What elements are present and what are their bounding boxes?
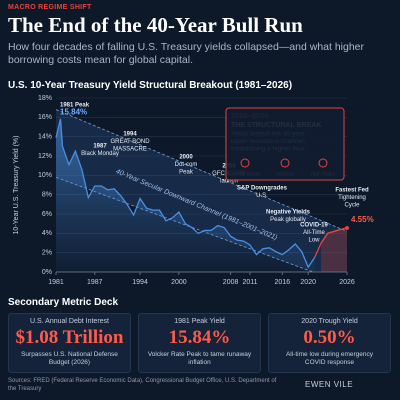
- annotation: launch: [220, 179, 238, 185]
- icon: [318, 158, 328, 168]
- brand: EWEN VILE: [305, 380, 354, 389]
- y-tick-label: 14%: [38, 134, 52, 141]
- line: [320, 227, 348, 244]
- metric-value: 15.84%: [168, 327, 231, 348]
- annotation: Negative Yields: [266, 210, 311, 216]
- annotation: Low: [308, 238, 320, 244]
- metric-note: Surpasses U.S. National Defense Budget (…: [21, 351, 118, 366]
- deck-title: Secondary Metric Deck: [8, 297, 119, 308]
- y-tick-label: 4%: [42, 230, 52, 237]
- channel-line: [56, 109, 347, 232]
- chart-title: U.S. 10-Year Treasury Yield Structural B…: [8, 80, 293, 91]
- annotation: All-Time: [303, 230, 325, 236]
- area: [56, 118, 315, 272]
- annotation: GREAT BOND: [110, 139, 150, 145]
- kicker: MACRO REGIME SHIFT: [8, 4, 92, 11]
- callout-box: [225, 107, 345, 181]
- annotation: 2000: [179, 155, 193, 161]
- metric-note: Volcker Rate Peak to tame runaway inflat…: [147, 351, 252, 366]
- metric-label: U.S. Annual Debt Interest: [30, 318, 109, 325]
- icon: [240, 158, 250, 168]
- end-point: [345, 226, 349, 231]
- x-tick-label: 2016: [275, 279, 291, 286]
- x-tick-label: 2020: [300, 279, 316, 286]
- x-tick-label: 2008: [223, 279, 239, 286]
- annotation: 1981 Peak: [60, 103, 90, 109]
- metric-value: 0.50%: [303, 327, 356, 348]
- metric-card: 2020 Trough Yield 0.50% All-time low durin…: [268, 313, 391, 373]
- icon: [280, 158, 290, 168]
- sources: Sources: FRED (Federal Reserve Economic …: [8, 378, 277, 392]
- connector: [314, 242, 322, 258]
- title: The End of the 40-Year Bull Run: [8, 13, 303, 37]
- y-tick-label: 10%: [38, 172, 52, 179]
- annotation: MASSACRE: [113, 147, 147, 153]
- metric-value: $1.08 Trillion: [15, 327, 124, 348]
- annotation: S&P Downgrades: [237, 186, 288, 192]
- annotation: Peak globally: [270, 217, 306, 223]
- channel-band: [56, 109, 347, 272]
- x-tick-label: 1994: [132, 279, 148, 286]
- metric-label: 1981 Peak Yield: [174, 318, 225, 325]
- y-tick-label: 6%: [42, 211, 52, 218]
- subtitle: How four decades of falling U.S. Treasur…: [8, 41, 365, 66]
- annotation: COVID-19: [300, 223, 328, 229]
- annotation: Dot-com: [175, 162, 198, 168]
- annotation: 1994: [123, 132, 137, 138]
- x-tick-label: 2000: [171, 279, 187, 286]
- metric-card: U.S. Annual Debt Interest $1.08 Trillion S…: [8, 313, 131, 373]
- chart: 0% 2% 4% 6% 8% 10% 12% 14% 16% 18% 1981 1987 1994 200…: [13, 95, 374, 286]
- annotation: Tightening: [338, 195, 366, 201]
- metric-card: 1981 Peak Yield 15.84% Volcker Rate Peak t…: [138, 313, 261, 373]
- x-tick-label: 1987: [87, 279, 103, 286]
- end-label: 4.55%: [351, 215, 374, 224]
- x-tick-label: 1981: [48, 279, 64, 286]
- x-tick-label: 2026: [339, 279, 355, 286]
- y-tick-label: 18%: [38, 95, 52, 102]
- metric-label: 2020 Trough Yield: [301, 318, 358, 325]
- annotation: Cycle: [344, 203, 360, 209]
- y-tick-label: 16%: [38, 114, 52, 121]
- area: [321, 228, 347, 272]
- y-tick-label: 0%: [42, 269, 52, 276]
- annotation: U.S.: [256, 193, 268, 199]
- y-tick-label: 8%: [42, 192, 52, 199]
- line: [55, 118, 316, 269]
- y-tick-label: 12%: [38, 153, 52, 160]
- y-tick-label: 2%: [42, 250, 52, 257]
- callout-icons: [240, 158, 328, 168]
- metric-note: All-time low during emergency COVID resp…: [285, 351, 374, 366]
- annotation: Peak: [179, 170, 194, 176]
- annotation: 1987: [93, 144, 107, 150]
- annotation: Black Monday: [81, 151, 119, 157]
- annotation: 15.84%: [60, 108, 87, 117]
- annotation: Fastest Fed: [335, 188, 369, 194]
- y-axis-label: 10-Year U.S. Treasury Yield (%): [13, 136, 20, 235]
- x-tick-label: 2011: [242, 279, 257, 286]
